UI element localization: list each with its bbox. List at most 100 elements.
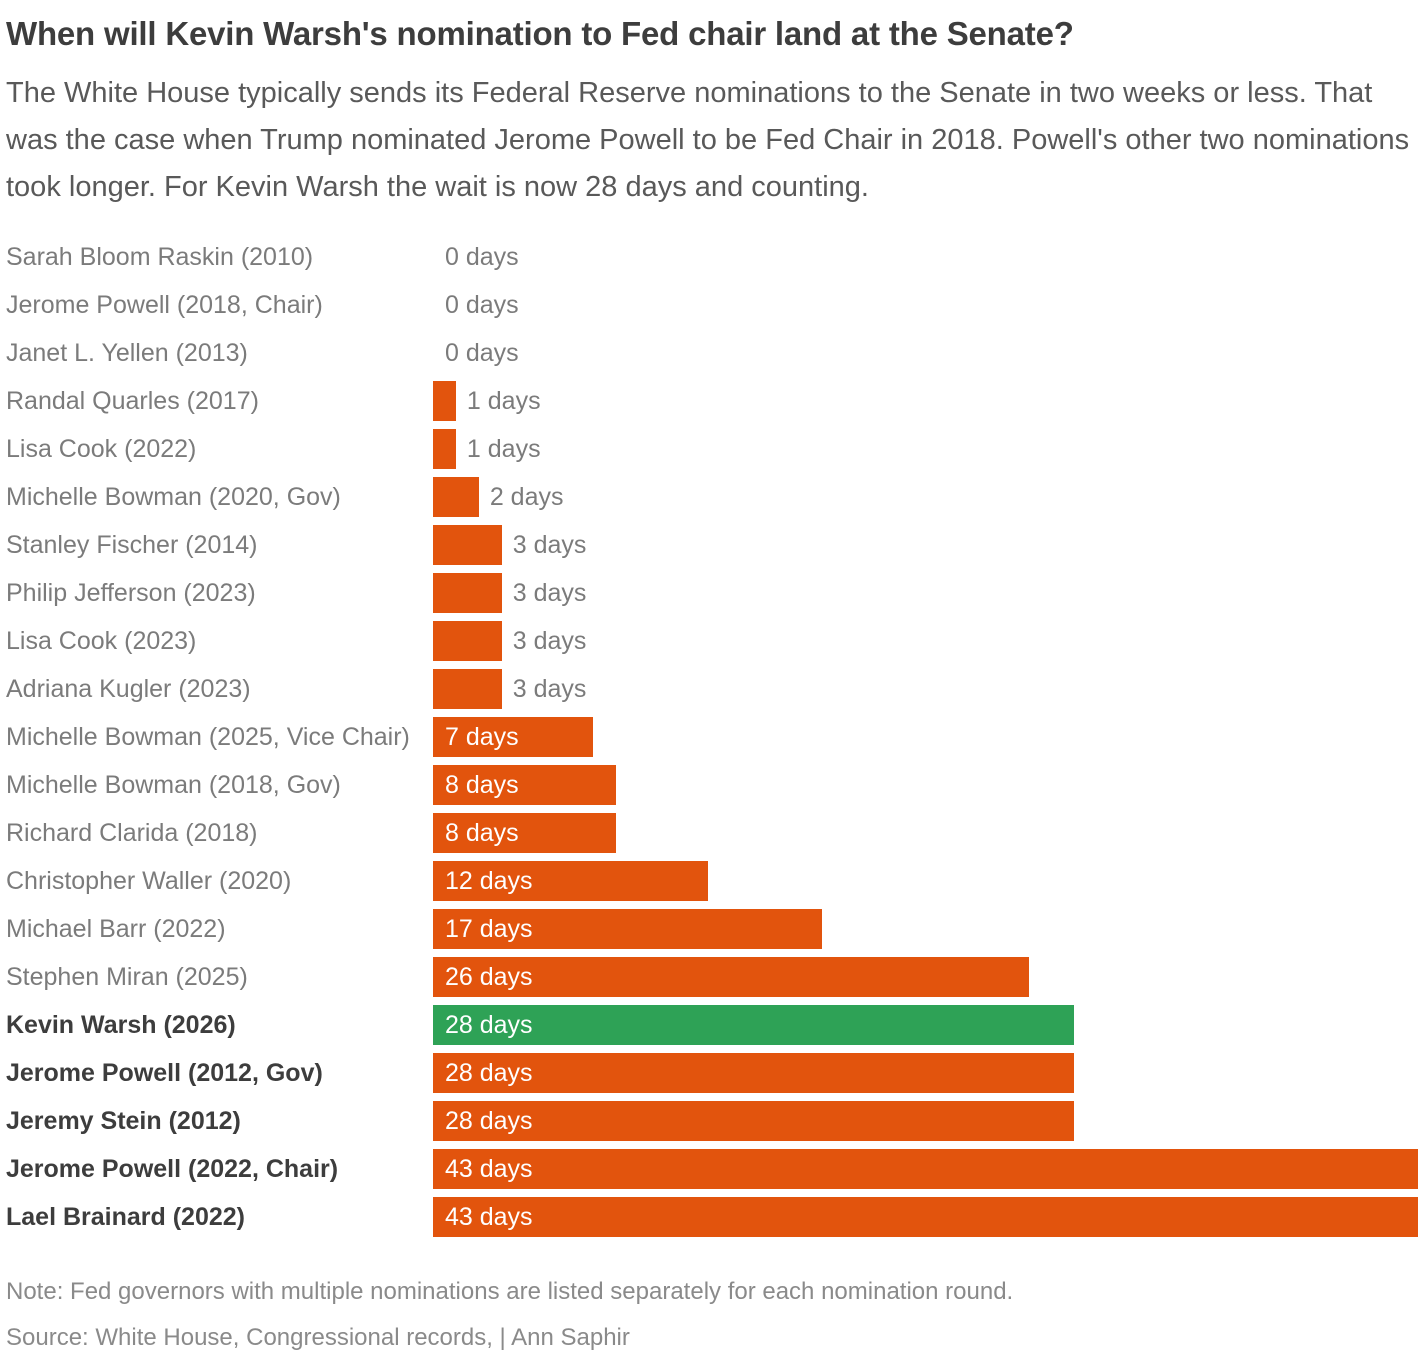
- row-label: Lael Brainard (2022): [6, 1202, 245, 1231]
- bar-area: 8 days: [433, 809, 1420, 857]
- bar-area: 12 days: [433, 857, 1420, 905]
- bar-area: 28 days: [433, 1097, 1420, 1145]
- row-label: Jeremy Stein (2012): [6, 1106, 241, 1135]
- value-label: 28 days: [445, 1058, 533, 1087]
- value-label: 0 days: [445, 290, 519, 319]
- row-label: Stephen Miran (2025): [6, 962, 248, 991]
- bar-area: 8 days: [433, 761, 1420, 809]
- bar-area: 7 days: [433, 713, 1420, 761]
- bar: [433, 909, 823, 949]
- chart-row: Stanley Fischer (2014) 3 days: [6, 521, 1420, 569]
- value-label: 28 days: [445, 1010, 533, 1039]
- chart-row: Randal Quarles (2017) 1 days: [6, 377, 1420, 425]
- bar-area: 0 days: [433, 329, 1420, 377]
- row-label: Randal Quarles (2017): [6, 386, 259, 415]
- chart-row: Jerome Powell (2018, Chair) 0 days: [6, 281, 1420, 329]
- bar: [433, 861, 708, 901]
- row-label: Kevin Warsh (2026): [6, 1010, 236, 1039]
- bar: [433, 813, 617, 853]
- value-label: 43 days: [445, 1154, 533, 1183]
- bar: [433, 1149, 1418, 1189]
- chart-row: Lael Brainard (2022) 43 days: [6, 1193, 1420, 1241]
- bar: [433, 717, 594, 757]
- bar-area: 2 days: [433, 473, 1420, 521]
- value-label: 3 days: [512, 626, 587, 655]
- value-label: 1 days: [466, 434, 541, 463]
- bar-area: 1 days: [433, 377, 1420, 425]
- chart-row: Adriana Kugler (2023) 3 days: [6, 665, 1420, 713]
- row-label: Michelle Bowman (2020, Gov): [6, 482, 341, 511]
- chart-subtitle: The White House typically sends its Fede…: [6, 77, 1410, 203]
- row-label: Jerome Powell (2012, Gov): [6, 1058, 323, 1087]
- row-label: Lisa Cook (2022): [6, 434, 197, 463]
- row-label: Sarah Bloom Raskin (2010): [6, 242, 314, 271]
- value-label: 26 days: [445, 962, 533, 991]
- bar-area: 26 days: [433, 953, 1420, 1001]
- bar-highlight: [433, 1005, 1075, 1045]
- chart-row: Jerome Powell (2012, Gov) 28 days: [6, 1049, 1420, 1097]
- value-label: 12 days: [445, 866, 533, 895]
- value-label: 3 days: [512, 674, 587, 703]
- row-label: Stanley Fischer (2014): [6, 530, 258, 559]
- value-label: 28 days: [445, 1106, 533, 1135]
- chart-row: Janet L. Yellen (2013) 0 days: [6, 329, 1420, 377]
- value-label: 0 days: [445, 242, 519, 271]
- bar: [433, 525, 502, 565]
- bar-area: 3 days: [433, 665, 1420, 713]
- chart-row: Jeremy Stein (2012) 28 days: [6, 1097, 1420, 1145]
- bar-chart: Sarah Bloom Raskin (2010) 0 days Jerome Po…: [6, 233, 1420, 1241]
- value-label: 17 days: [445, 914, 533, 943]
- chart-row: Michelle Bowman (2025, Vice Chair) 7 days: [6, 713, 1420, 761]
- chart-row: Lisa Cook (2023) 3 days: [6, 617, 1420, 665]
- value-label: 1 days: [466, 386, 541, 415]
- value-label: 8 days: [445, 770, 519, 799]
- value-label: 7 days: [445, 722, 519, 751]
- chart-row: Richard Clarida (2018) 8 days: [6, 809, 1420, 857]
- bar: [433, 1197, 1418, 1237]
- row-label: Christopher Waller (2020): [6, 866, 292, 895]
- bar: [433, 669, 502, 709]
- chart-row: Kevin Warsh (2026) 28 days: [6, 1001, 1420, 1049]
- chart-row: Philip Jefferson (2023) 3 days: [6, 569, 1420, 617]
- bar-area: 28 days: [433, 1001, 1420, 1049]
- bar: [433, 621, 502, 661]
- bar: [433, 573, 502, 613]
- row-label: Michelle Bowman (2025, Vice Chair): [6, 722, 410, 751]
- row-label: Michael Barr (2022): [6, 914, 226, 943]
- row-label: Adriana Kugler (2023): [6, 674, 251, 703]
- value-label: 2 days: [489, 482, 564, 511]
- row-label: Philip Jefferson (2023): [6, 578, 256, 607]
- chart-source: Source: White House, Congressional recor…: [6, 1324, 630, 1351]
- value-label: 43 days: [445, 1202, 533, 1231]
- chart-row: Stephen Miran (2025) 26 days: [6, 953, 1420, 1001]
- bar-area: 0 days: [433, 281, 1420, 329]
- row-label: Jerome Powell (2022, Chair): [6, 1154, 339, 1183]
- value-label: 8 days: [445, 818, 519, 847]
- bar: [433, 429, 456, 469]
- bar: [433, 477, 479, 517]
- chart-note: Note: Fed governors with multiple nomina…: [6, 1278, 1014, 1305]
- bar-area: 3 days: [433, 569, 1420, 617]
- row-label: Richard Clarida (2018): [6, 818, 258, 847]
- chart-row: Sarah Bloom Raskin (2010) 0 days: [6, 233, 1420, 281]
- row-label: Lisa Cook (2023): [6, 626, 197, 655]
- bar-area: 3 days: [433, 521, 1420, 569]
- row-label: Jerome Powell (2018, Chair): [6, 290, 323, 319]
- value-label: 0 days: [445, 338, 519, 367]
- value-label: 3 days: [512, 530, 587, 559]
- chart-row: Michael Barr (2022) 17 days: [6, 905, 1420, 953]
- chart-row: Christopher Waller (2020) 12 days: [6, 857, 1420, 905]
- bar: [433, 1101, 1075, 1141]
- chart-row: Lisa Cook (2022) 1 days: [6, 425, 1420, 473]
- chart-row: Jerome Powell (2022, Chair) 43 days: [6, 1145, 1420, 1193]
- chart-row: Michelle Bowman (2018, Gov) 8 days: [6, 761, 1420, 809]
- bar-area: 17 days: [433, 905, 1420, 953]
- value-label: 3 days: [512, 578, 587, 607]
- bar: [433, 1053, 1075, 1093]
- bar-area: 43 days: [433, 1145, 1420, 1193]
- bar: [433, 381, 456, 421]
- bar-area: 28 days: [433, 1049, 1420, 1097]
- chart-row: Michelle Bowman (2020, Gov) 2 days: [6, 473, 1420, 521]
- bar-area: 3 days: [433, 617, 1420, 665]
